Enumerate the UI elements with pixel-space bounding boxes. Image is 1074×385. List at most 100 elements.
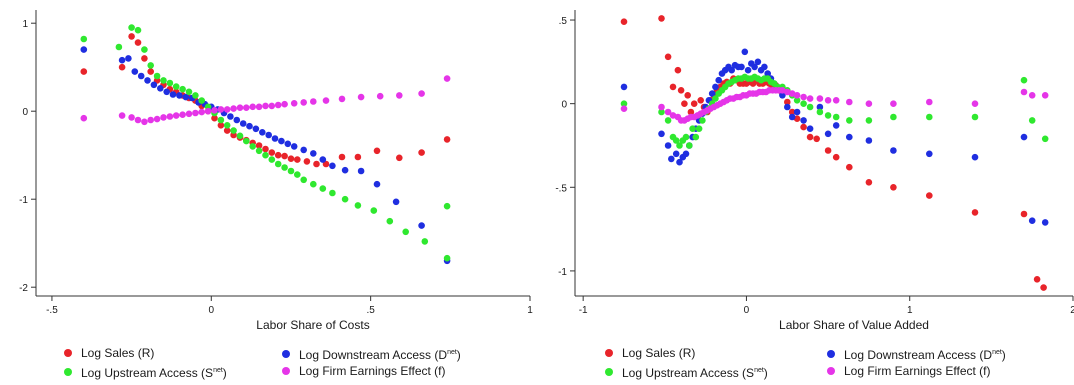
left-red-point	[217, 122, 225, 129]
left-blue-point	[319, 156, 327, 163]
left-green-point	[80, 35, 88, 43]
left-magenta-point	[166, 113, 174, 120]
right-blue-point	[1028, 217, 1036, 224]
right-blue-point	[890, 147, 897, 154]
left-magenta-point	[80, 114, 88, 122]
right-magenta-point	[865, 100, 873, 107]
left-x-tick-label: 0	[209, 305, 215, 316]
right-red-point	[865, 179, 873, 186]
right-blue-point	[682, 150, 690, 158]
left-red-point	[294, 156, 301, 163]
right-magenta-point	[846, 98, 853, 106]
right-green-point	[846, 117, 853, 124]
right-blue-point	[738, 63, 745, 71]
right-green-point	[824, 112, 832, 119]
right-blue-point	[764, 70, 771, 77]
right-red-point	[788, 108, 796, 116]
left-magenta-point	[262, 102, 269, 110]
right-red-point	[846, 163, 853, 171]
left-blue-point	[310, 150, 317, 157]
legend-label: Log Sales (R)	[81, 346, 155, 360]
left-green-point	[236, 132, 244, 140]
left-magenta-point	[185, 110, 193, 118]
legend-item-magenta: Log Firm Earnings Effect (f)	[282, 363, 446, 379]
right-blue-point	[664, 142, 672, 149]
right-green-point	[800, 100, 807, 107]
left-green-point	[255, 147, 263, 155]
legend-marker	[64, 349, 72, 357]
right-red-point	[664, 53, 672, 61]
legend-label: Log Downstream Access (Dnet)	[299, 348, 461, 362]
right-red-point	[620, 18, 628, 26]
left-red-point	[287, 155, 295, 162]
left-green-point	[243, 137, 250, 145]
right-red-point	[687, 108, 695, 116]
legend-marker	[64, 368, 72, 376]
right-red-point	[669, 83, 677, 91]
left-blue-point	[150, 81, 158, 89]
right-blue-point	[793, 108, 801, 116]
right-blue-point	[824, 130, 832, 138]
right-magenta-point	[971, 100, 979, 107]
right-red-point	[806, 133, 814, 141]
left-red-point	[134, 39, 142, 46]
right-green-point	[620, 100, 628, 107]
left-blue-point	[246, 122, 253, 130]
left-green-point	[115, 43, 123, 51]
left-green-point	[249, 143, 256, 150]
left-red-point	[354, 153, 362, 161]
right-blue-point	[676, 158, 683, 166]
right-magenta-point	[793, 92, 801, 99]
right-magenta-point	[926, 98, 933, 106]
left-green-point	[262, 151, 269, 159]
right-blue-point	[754, 58, 762, 66]
left-y-tick-label: -1	[19, 195, 28, 206]
left-green-point	[128, 24, 135, 31]
right-x-axis-title: Labor Share of Value Added	[779, 318, 929, 332]
left-green-point	[329, 189, 336, 197]
left-red-point	[223, 127, 231, 134]
left-blue-point	[329, 162, 336, 170]
left-green-point	[268, 156, 276, 163]
left-magenta-point	[290, 100, 298, 107]
right-green-point	[689, 125, 696, 132]
legend-label: Log Sales (R)	[622, 346, 696, 360]
left-magenta-point	[141, 118, 148, 126]
left-magenta-point	[223, 106, 231, 113]
right-green-point	[1020, 76, 1028, 84]
left-magenta-point	[376, 92, 384, 100]
right-green-point	[664, 117, 672, 124]
left-red-point	[274, 151, 282, 159]
left-magenta-point	[268, 102, 276, 110]
legend-item-green: Log Upstream Access (Snet)	[64, 363, 227, 381]
left-green-point	[287, 167, 295, 175]
left-x-tick-label: .5	[366, 305, 375, 316]
left-blue-point	[233, 116, 241, 124]
right-green-point	[832, 113, 840, 121]
right-blue-point	[744, 66, 752, 74]
right-magenta-point	[620, 105, 628, 112]
right-green-point	[686, 142, 693, 149]
right-blue-point	[712, 83, 719, 91]
left-green-point	[370, 207, 378, 214]
left-magenta-point	[204, 107, 212, 115]
legend-marker	[827, 367, 835, 375]
right-green-point	[676, 142, 683, 149]
right-green-point	[699, 117, 706, 124]
right-red-point	[677, 87, 685, 94]
right-x-tick-label: 0	[744, 305, 750, 316]
legend-marker	[605, 368, 613, 376]
left-magenta-point	[281, 100, 288, 108]
right-green-point	[692, 133, 700, 141]
right-magenta-point	[824, 97, 832, 104]
right-blue-point	[800, 117, 807, 124]
left-magenta-point	[118, 112, 126, 119]
right-blue-point	[658, 130, 665, 138]
left-red-point	[128, 33, 135, 40]
right-green-point	[1041, 135, 1049, 143]
left-red-point	[303, 158, 311, 165]
right-y-tick-label: -.5	[555, 183, 567, 194]
right-scatter-plot: .5 0 -.5 -1 -1 0 1 2 Labor Share of Value Added	[555, 10, 1074, 332]
legend-label: Log Downstream Access (Dnet)	[844, 348, 1006, 362]
left-red-point	[338, 153, 346, 161]
